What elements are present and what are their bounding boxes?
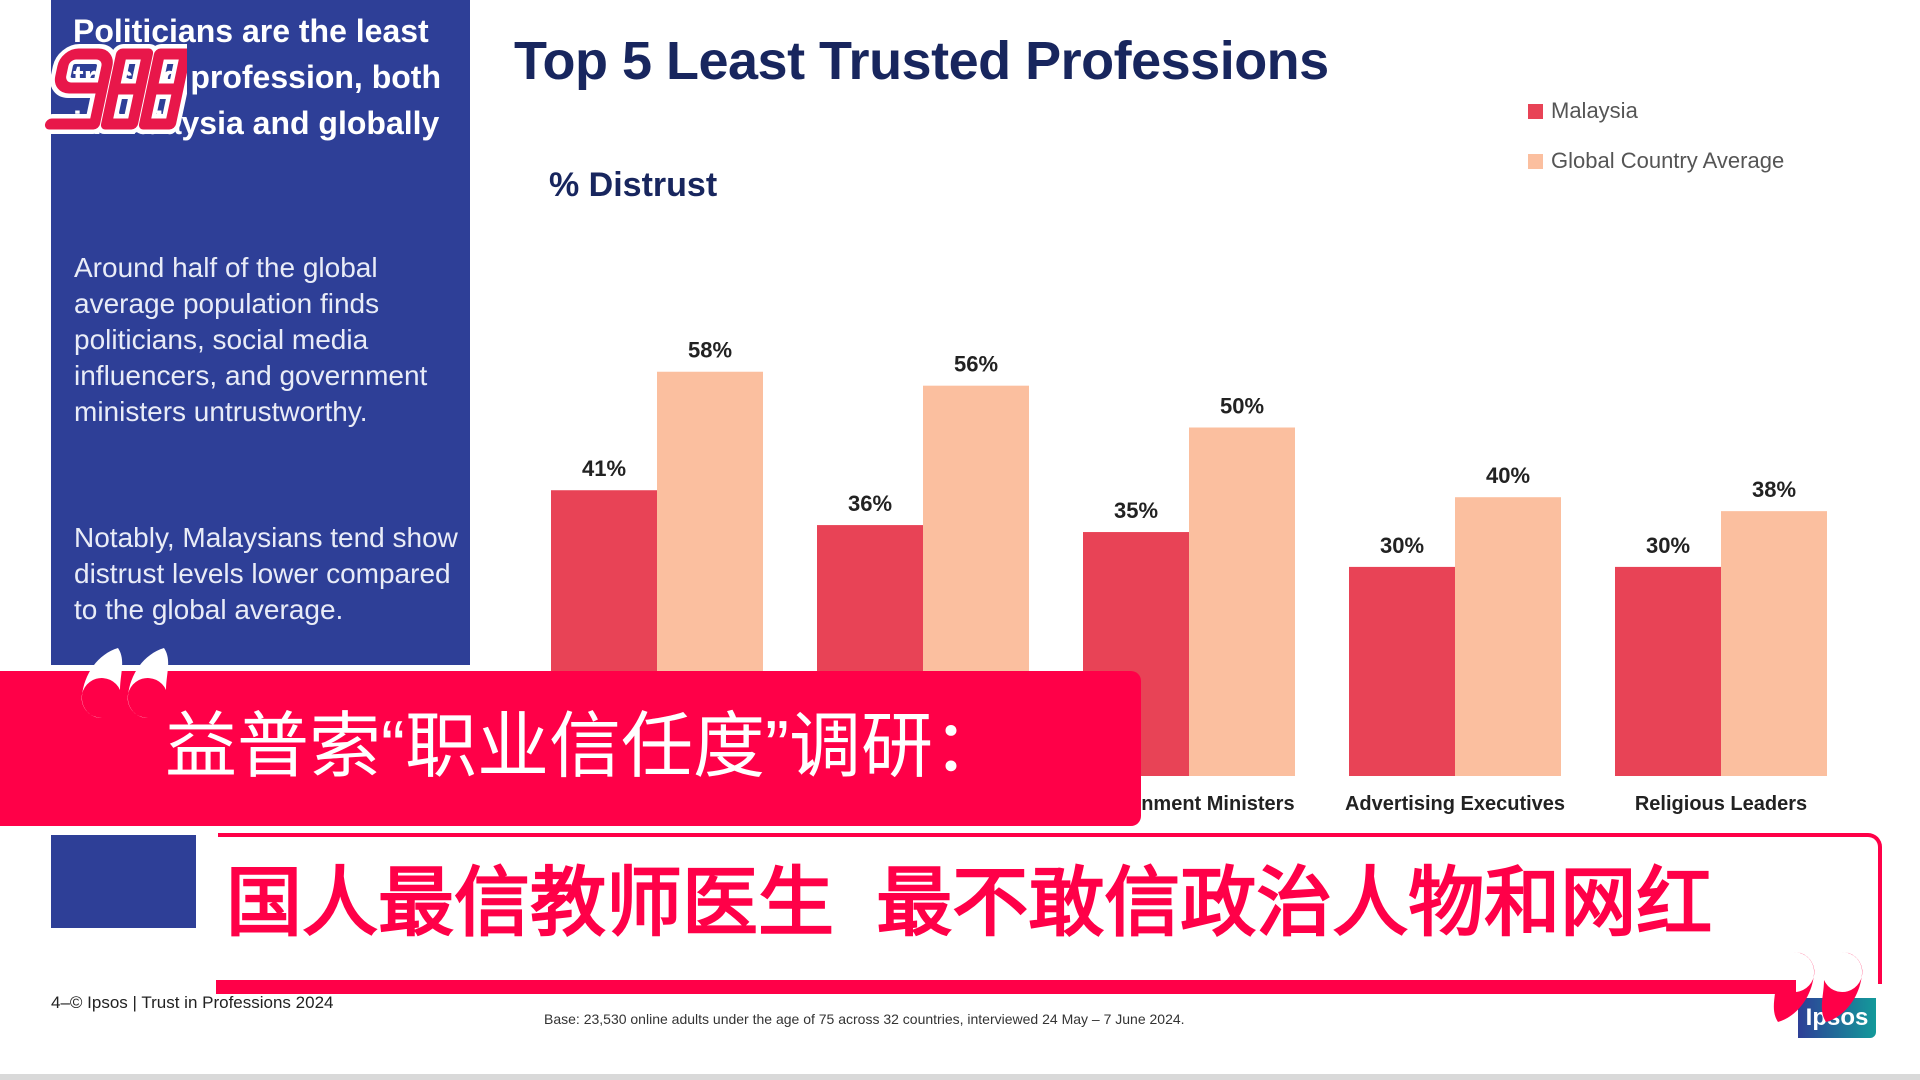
subheadline-text: 国人最信教师医生 最不敢信政治人物和网红 [226, 861, 1713, 946]
legend-item-malaysia: Malaysia [1528, 98, 1638, 124]
data-label: 36% [848, 491, 892, 516]
data-label: 30% [1380, 533, 1424, 558]
open-quote-icon [81, 648, 169, 718]
bar-global-4 [1721, 511, 1827, 776]
bar-malaysia-3 [1349, 566, 1455, 776]
close-quote-icon [1773, 952, 1863, 1022]
category-label: Advertising Executives [1345, 793, 1565, 815]
y-axis-label: % Distrust [549, 166, 718, 204]
988-logo [42, 44, 187, 134]
footer-base-note: Base: 23,530 online adults under the age… [544, 1011, 1185, 1027]
data-label: 30% [1646, 533, 1690, 558]
bottom-strip [0, 1074, 1920, 1080]
legend-swatch-global [1528, 153, 1543, 169]
bar-global-2 [1189, 427, 1295, 776]
legend-label: Malaysia [1551, 98, 1638, 123]
decorative-blue-block [51, 835, 196, 928]
data-label: 40% [1486, 463, 1530, 488]
headline-text: 益普索“职业信任度”调研： [165, 707, 1005, 787]
subheadline-underline [216, 980, 1796, 994]
data-label: 41% [582, 456, 626, 481]
bar-global-3 [1455, 497, 1561, 776]
headline-banner [0, 671, 1141, 826]
side-panel-heading: Politicians are the least trusted profes… [73, 13, 441, 141]
data-label: 38% [1752, 477, 1796, 502]
side-panel [51, 0, 470, 665]
chart-title: Top 5 Least Trusted Professions [514, 31, 1329, 91]
category-label: Religious Leaders [1635, 793, 1807, 815]
legend-item-global: Global Country Average [1528, 148, 1784, 174]
data-label: 50% [1220, 394, 1264, 419]
data-label: 58% [688, 338, 732, 363]
bar-malaysia-4 [1615, 566, 1721, 776]
footer-source: 4–© Ipsos | Trust in Professions 2024 [51, 993, 334, 1012]
legend-label: Global Country Average [1551, 148, 1785, 173]
legend-swatch-malaysia [1528, 103, 1543, 119]
side-panel-paragraph-1: Around half of the global average popula… [74, 252, 428, 427]
data-label: 56% [954, 352, 998, 377]
data-label: 35% [1114, 498, 1158, 523]
subheadline-box [218, 833, 1882, 984]
side-panel-paragraph-2: Notably, Malaysians tend show distrust l… [74, 522, 458, 625]
